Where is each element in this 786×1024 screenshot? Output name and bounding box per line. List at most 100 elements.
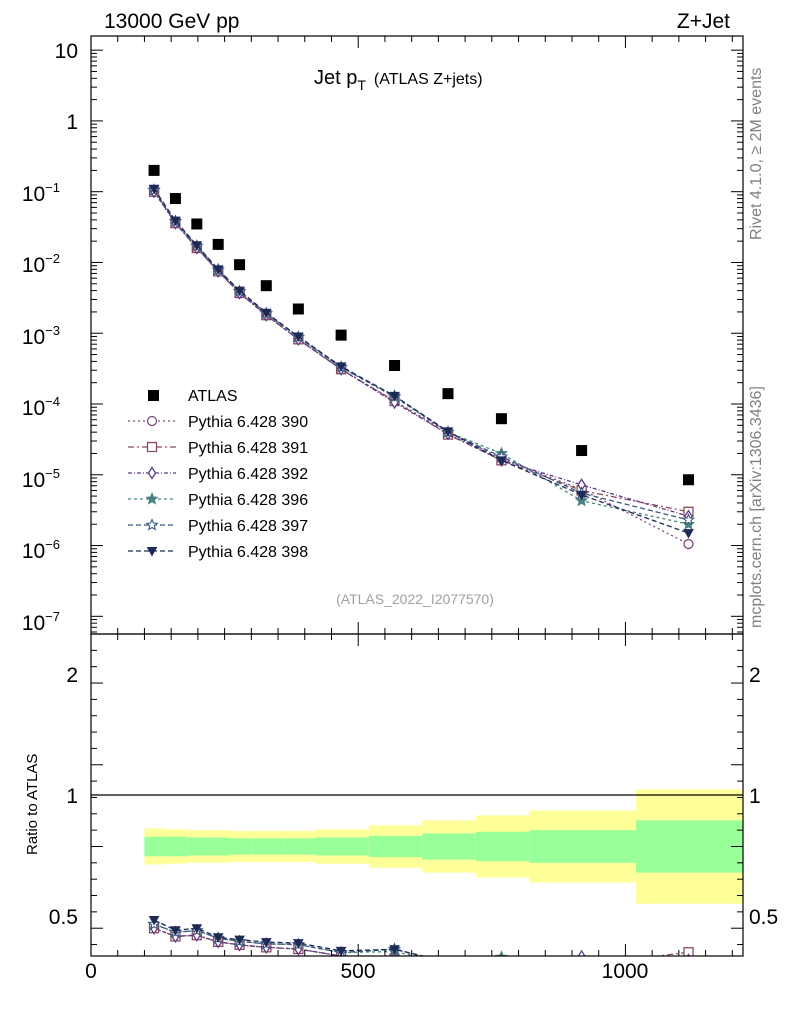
x-tick-label: 0 (85, 960, 97, 983)
y-tick-label: 10−7 (22, 609, 60, 635)
band-inner-bin (208, 837, 230, 856)
legend-marker-atlas (148, 390, 159, 401)
analysis-id: (ATLAS_2022_I2077570) (336, 591, 494, 607)
band-inner-bin (251, 838, 284, 855)
marker-point (212, 933, 224, 943)
side-label-rivet: Rivet 4.1.0, ≥ 2M events (748, 68, 765, 240)
marker-point (683, 529, 694, 539)
band-inner-bin (229, 838, 252, 855)
band-inner-bin (144, 836, 166, 857)
marker-point (335, 946, 347, 956)
y-tick-label: 10−3 (22, 323, 60, 349)
legend-label: Pythia 6.428 391 (188, 440, 308, 457)
legend-label: Pythia 6.428 398 (188, 544, 308, 561)
band-inner-bin (368, 835, 423, 858)
ratio-tick-label: 0.5 (49, 906, 78, 929)
y-tick-label: 10−5 (22, 466, 60, 492)
marker-point (443, 958, 453, 968)
band-inner-bin (422, 833, 476, 860)
marker-point (681, 517, 696, 530)
marker-point (443, 959, 452, 968)
data-point (148, 164, 160, 176)
title-extra: (ATLAS Z+jets) (374, 71, 483, 88)
title-main: Jet p (314, 67, 357, 89)
ratio-plot-frame (90, 633, 744, 957)
marker-point (170, 926, 181, 936)
data-point (335, 329, 347, 341)
legend-label: Pythia 6.428 390 (188, 414, 308, 431)
marker-point (260, 938, 272, 948)
ratio-tick-label-right: 0.5 (749, 906, 778, 929)
y-tick-label: 10−1 (22, 180, 60, 206)
marker-point (577, 959, 586, 968)
ratio-tick-label-right: 2 (749, 664, 761, 687)
header-left: 13000 GeV pp (104, 10, 239, 33)
marker-point (293, 939, 304, 949)
ratio-y-axis-labels: 2 1 0.5 2 1 0.5 (49, 664, 778, 929)
data-point (292, 303, 304, 315)
marker-point (191, 924, 203, 934)
marker-point (335, 362, 347, 372)
marker-point (442, 427, 454, 437)
marker-point (170, 216, 181, 227)
marker-point (146, 547, 158, 557)
marker-point (260, 308, 272, 319)
ratio-tick-label: 1 (66, 785, 78, 808)
legend: ATLAS Pythia 6.428 390 Pythia 6.428 391 … (128, 388, 308, 561)
data-point (442, 388, 454, 400)
marker-point (145, 492, 159, 505)
marker-point (389, 945, 400, 955)
marker-point (148, 916, 160, 926)
y-tick-label: 10−4 (22, 394, 60, 420)
band-inner-bin (315, 837, 369, 856)
data-point (234, 259, 246, 271)
chart-title: Jet pT (ATLAS Z+jets) (314, 67, 483, 93)
ratio-tick-label-right: 1 (749, 785, 761, 808)
marker-point (681, 513, 696, 526)
ratio-uncertainty-bands (144, 789, 743, 904)
marker-point (234, 935, 245, 946)
ratio-series (147, 916, 694, 968)
marker-point (443, 958, 453, 968)
legend-label: ATLAS (188, 388, 238, 405)
data-point (576, 445, 588, 457)
marker-point (147, 466, 157, 480)
y-axis-labels: 10 1 10−1 10−2 10−3 10−4 10−5 10−6 10−7 (22, 40, 78, 635)
band-inner-bin (165, 836, 188, 857)
marker-point (212, 265, 224, 275)
y-tick-label: 10−2 (22, 251, 60, 277)
marker-point (683, 947, 694, 956)
band-inner-bin (529, 830, 637, 863)
marker-point (148, 184, 160, 195)
atlas-data-points (148, 164, 694, 486)
legend-label: Pythia 6.428 396 (188, 492, 308, 509)
marker-point (146, 441, 158, 453)
header-right: Z+Jet (677, 10, 730, 33)
marker-point (683, 538, 694, 550)
x-tick-label: 1000 (602, 960, 649, 983)
legend-label: Pythia 6.428 392 (188, 466, 308, 483)
marker-point (496, 456, 507, 466)
series-line (153, 191, 689, 513)
marker-point (234, 286, 245, 297)
side-label-mcplots: mcplots.cern.ch [arXiv:1306.3436] (748, 386, 765, 628)
marker-point (293, 332, 304, 342)
marker-point (443, 959, 452, 967)
y-tick-label: 10−6 (22, 537, 60, 563)
main-series (147, 183, 696, 550)
x-tick-label: 500 (340, 960, 375, 983)
y-tick-label: 10 (55, 40, 78, 63)
legend-label: Pythia 6.428 397 (188, 518, 308, 535)
data-point (260, 280, 272, 292)
band-inner-bin (475, 831, 530, 862)
band-inner-bin (636, 820, 743, 873)
marker-point (191, 241, 203, 251)
marker-point (494, 950, 509, 956)
data-point (682, 474, 694, 486)
data-point (495, 413, 507, 425)
data-point (212, 238, 224, 250)
marker-point (145, 518, 159, 531)
marker-point (393, 954, 396, 956)
band-inner-bin (283, 838, 316, 855)
